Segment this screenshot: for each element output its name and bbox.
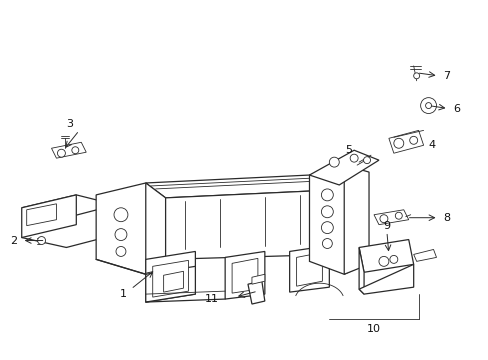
Circle shape bbox=[420, 98, 436, 113]
Circle shape bbox=[114, 208, 128, 222]
Circle shape bbox=[116, 247, 126, 256]
Text: 9: 9 bbox=[383, 221, 389, 231]
Circle shape bbox=[38, 237, 45, 244]
Circle shape bbox=[349, 154, 357, 162]
Polygon shape bbox=[96, 183, 165, 274]
Circle shape bbox=[425, 103, 431, 109]
Circle shape bbox=[72, 147, 79, 154]
Polygon shape bbox=[27, 204, 56, 226]
Polygon shape bbox=[388, 130, 423, 153]
Polygon shape bbox=[152, 260, 188, 297]
Circle shape bbox=[328, 157, 339, 167]
Polygon shape bbox=[251, 274, 264, 284]
Circle shape bbox=[321, 206, 333, 218]
Circle shape bbox=[321, 189, 333, 201]
Polygon shape bbox=[296, 252, 322, 286]
Polygon shape bbox=[344, 165, 368, 274]
Circle shape bbox=[321, 222, 333, 234]
Polygon shape bbox=[309, 165, 358, 274]
Circle shape bbox=[57, 149, 65, 157]
Text: 11: 11 bbox=[205, 294, 219, 304]
Polygon shape bbox=[358, 264, 413, 294]
Polygon shape bbox=[145, 183, 165, 274]
Polygon shape bbox=[289, 246, 328, 292]
Circle shape bbox=[413, 73, 419, 79]
Circle shape bbox=[115, 229, 127, 240]
Polygon shape bbox=[145, 175, 334, 198]
Polygon shape bbox=[309, 150, 378, 185]
Circle shape bbox=[363, 157, 370, 164]
Polygon shape bbox=[165, 190, 334, 260]
Circle shape bbox=[378, 256, 388, 266]
Text: 7: 7 bbox=[443, 71, 449, 81]
Text: 4: 4 bbox=[427, 140, 435, 150]
Text: 5: 5 bbox=[345, 145, 352, 155]
Polygon shape bbox=[224, 251, 264, 299]
Circle shape bbox=[379, 215, 387, 223]
Text: 3: 3 bbox=[66, 120, 73, 130]
Polygon shape bbox=[247, 281, 264, 304]
Polygon shape bbox=[358, 239, 413, 272]
Polygon shape bbox=[373, 210, 408, 225]
Text: 10: 10 bbox=[366, 324, 380, 334]
Text: 6: 6 bbox=[452, 104, 459, 113]
Circle shape bbox=[394, 212, 402, 219]
Text: 8: 8 bbox=[443, 213, 449, 223]
Circle shape bbox=[322, 239, 332, 248]
Circle shape bbox=[409, 136, 417, 144]
Text: 2: 2 bbox=[10, 235, 17, 246]
Polygon shape bbox=[358, 247, 364, 294]
Polygon shape bbox=[21, 195, 116, 218]
Circle shape bbox=[393, 138, 403, 148]
Text: 1: 1 bbox=[119, 289, 126, 299]
Polygon shape bbox=[145, 251, 195, 302]
Polygon shape bbox=[163, 271, 183, 292]
Circle shape bbox=[389, 255, 397, 264]
Polygon shape bbox=[413, 249, 436, 261]
Polygon shape bbox=[232, 258, 257, 293]
Polygon shape bbox=[145, 266, 195, 302]
Polygon shape bbox=[51, 142, 86, 158]
Polygon shape bbox=[21, 195, 76, 238]
